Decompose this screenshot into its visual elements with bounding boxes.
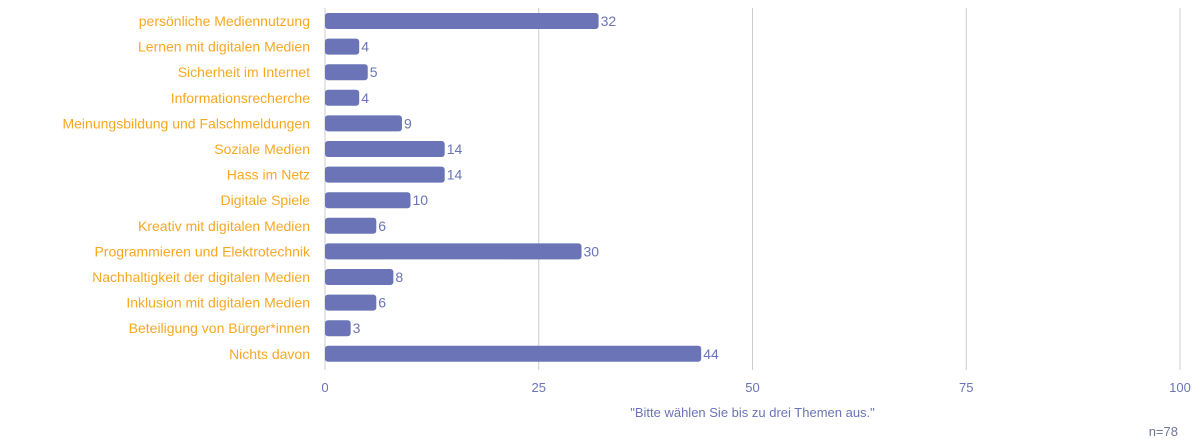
sample-size-note: n=78 — [1148, 424, 1178, 439]
category-label: Lernen mit digitalen Medien — [138, 39, 310, 55]
x-tick-label: 50 — [745, 380, 759, 395]
value-label: 6 — [378, 295, 386, 311]
value-label: 10 — [413, 192, 429, 208]
bar — [325, 192, 411, 209]
value-label: 30 — [584, 243, 600, 259]
x-tick-label: 100 — [1169, 380, 1191, 395]
category-label: Programmieren und Elektrotechnik — [94, 243, 311, 259]
value-label: 14 — [447, 167, 463, 183]
value-label: 8 — [395, 269, 403, 285]
category-label: Hass im Netz — [227, 167, 310, 183]
bar — [325, 38, 360, 55]
value-label: 6 — [378, 218, 386, 234]
category-label: Meinungsbildung und Falschmeldungen — [62, 115, 310, 131]
category-label: Digitale Spiele — [221, 192, 311, 208]
category-label: Informationsrecherche — [171, 90, 311, 106]
bar — [325, 243, 582, 260]
value-label: 4 — [361, 39, 369, 55]
x-tick-label: 75 — [959, 380, 973, 395]
x-tick-label: 25 — [532, 380, 546, 395]
value-label: 5 — [370, 64, 378, 80]
bar — [325, 269, 394, 285]
bar — [325, 89, 360, 106]
bar — [325, 141, 445, 157]
bar — [325, 294, 377, 311]
bar — [325, 115, 402, 132]
value-label: 14 — [447, 141, 463, 157]
bar — [325, 345, 702, 362]
value-label: 9 — [404, 115, 412, 131]
category-label: Nichts davon — [229, 346, 310, 362]
category-label: Inklusion mit digitalen Medien — [126, 295, 310, 311]
bar — [325, 217, 377, 234]
category-label: Beteiligung von Bürger*innen — [129, 320, 310, 336]
bar — [325, 64, 368, 81]
x-axis-label: "Bitte wählen Sie bis zu drei Themen aus… — [630, 405, 875, 420]
bars — [325, 13, 702, 362]
category-label: Soziale Medien — [214, 141, 310, 157]
value-label: 32 — [601, 13, 617, 29]
x-tick-label: 0 — [321, 380, 328, 395]
grid-lines — [324, 8, 1181, 370]
value-label: 44 — [703, 346, 719, 362]
category-labels: persönliche Mediennutzung Lernen mit digi… — [62, 13, 311, 362]
bar — [325, 320, 351, 337]
category-label: Nachhaltigkeit der digitalen Medien — [92, 269, 310, 285]
category-label: Kreativ mit digitalen Medien — [138, 218, 310, 234]
value-label: 4 — [361, 90, 369, 106]
category-label: persönliche Mediennutzung — [139, 13, 310, 29]
category-label: Sicherheit im Internet — [178, 64, 310, 80]
bar — [325, 166, 445, 183]
bar — [325, 13, 599, 29]
x-tick-labels: 0 25 50 75 100 — [321, 380, 1190, 395]
value-label: 3 — [353, 320, 361, 336]
